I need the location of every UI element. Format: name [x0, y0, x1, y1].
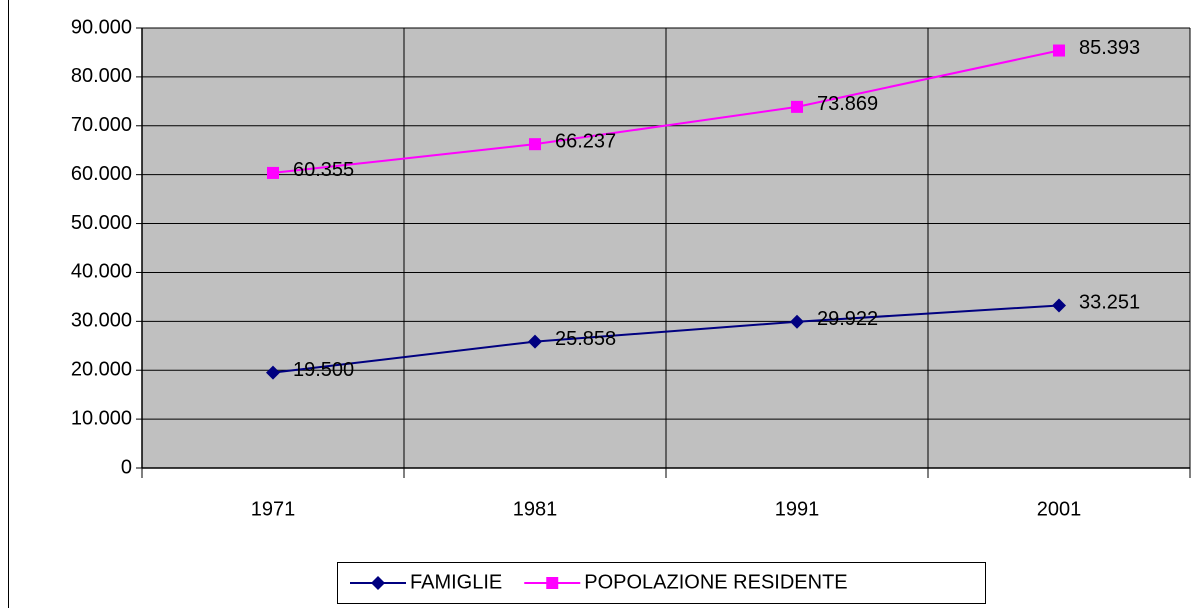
marker — [267, 166, 279, 179]
y-tick-label: 90.000 — [71, 16, 132, 38]
series-line — [272, 49, 1060, 174]
marker — [528, 334, 542, 349]
marker — [266, 365, 280, 380]
marker — [529, 138, 541, 151]
marker — [1053, 44, 1065, 57]
marker — [791, 100, 803, 113]
marker — [1052, 298, 1066, 313]
data-label: 29.922 — [817, 308, 878, 330]
x-tick-label: 1971 — [251, 498, 296, 520]
marker — [546, 577, 559, 589]
y-tick-label: 50.000 — [71, 212, 132, 234]
x-tick-label: 1981 — [513, 498, 558, 520]
marker — [790, 314, 804, 329]
y-tick-label: 20.000 — [71, 359, 132, 381]
data-label: 85.393 — [1079, 37, 1140, 59]
y-tick-label: 30.000 — [71, 310, 132, 332]
marker — [371, 576, 385, 590]
data-label: 19.500 — [293, 359, 354, 381]
legend-label: FAMIGLIE — [410, 571, 502, 593]
data-label: 73.869 — [817, 93, 878, 115]
data-label: 60.355 — [293, 159, 354, 181]
y-tick-label: 70.000 — [71, 114, 132, 136]
legend-box — [337, 562, 986, 604]
data-label: 33.251 — [1079, 292, 1140, 314]
y-tick-label: 10.000 — [71, 407, 132, 429]
x-tick-label: 1991 — [775, 498, 820, 520]
x-tick-label: 2001 — [1037, 498, 1082, 520]
y-tick-label: 40.000 — [71, 261, 132, 283]
legend-label: POPOLAZIONE RESIDENTE — [584, 571, 847, 593]
y-tick-label: 80.000 — [71, 65, 132, 87]
data-label: 25.858 — [555, 328, 616, 350]
y-tick-label: 0 — [121, 456, 132, 478]
series-line — [272, 304, 1060, 374]
data-label: 66.237 — [555, 130, 616, 152]
y-tick-label: 60.000 — [71, 163, 132, 185]
